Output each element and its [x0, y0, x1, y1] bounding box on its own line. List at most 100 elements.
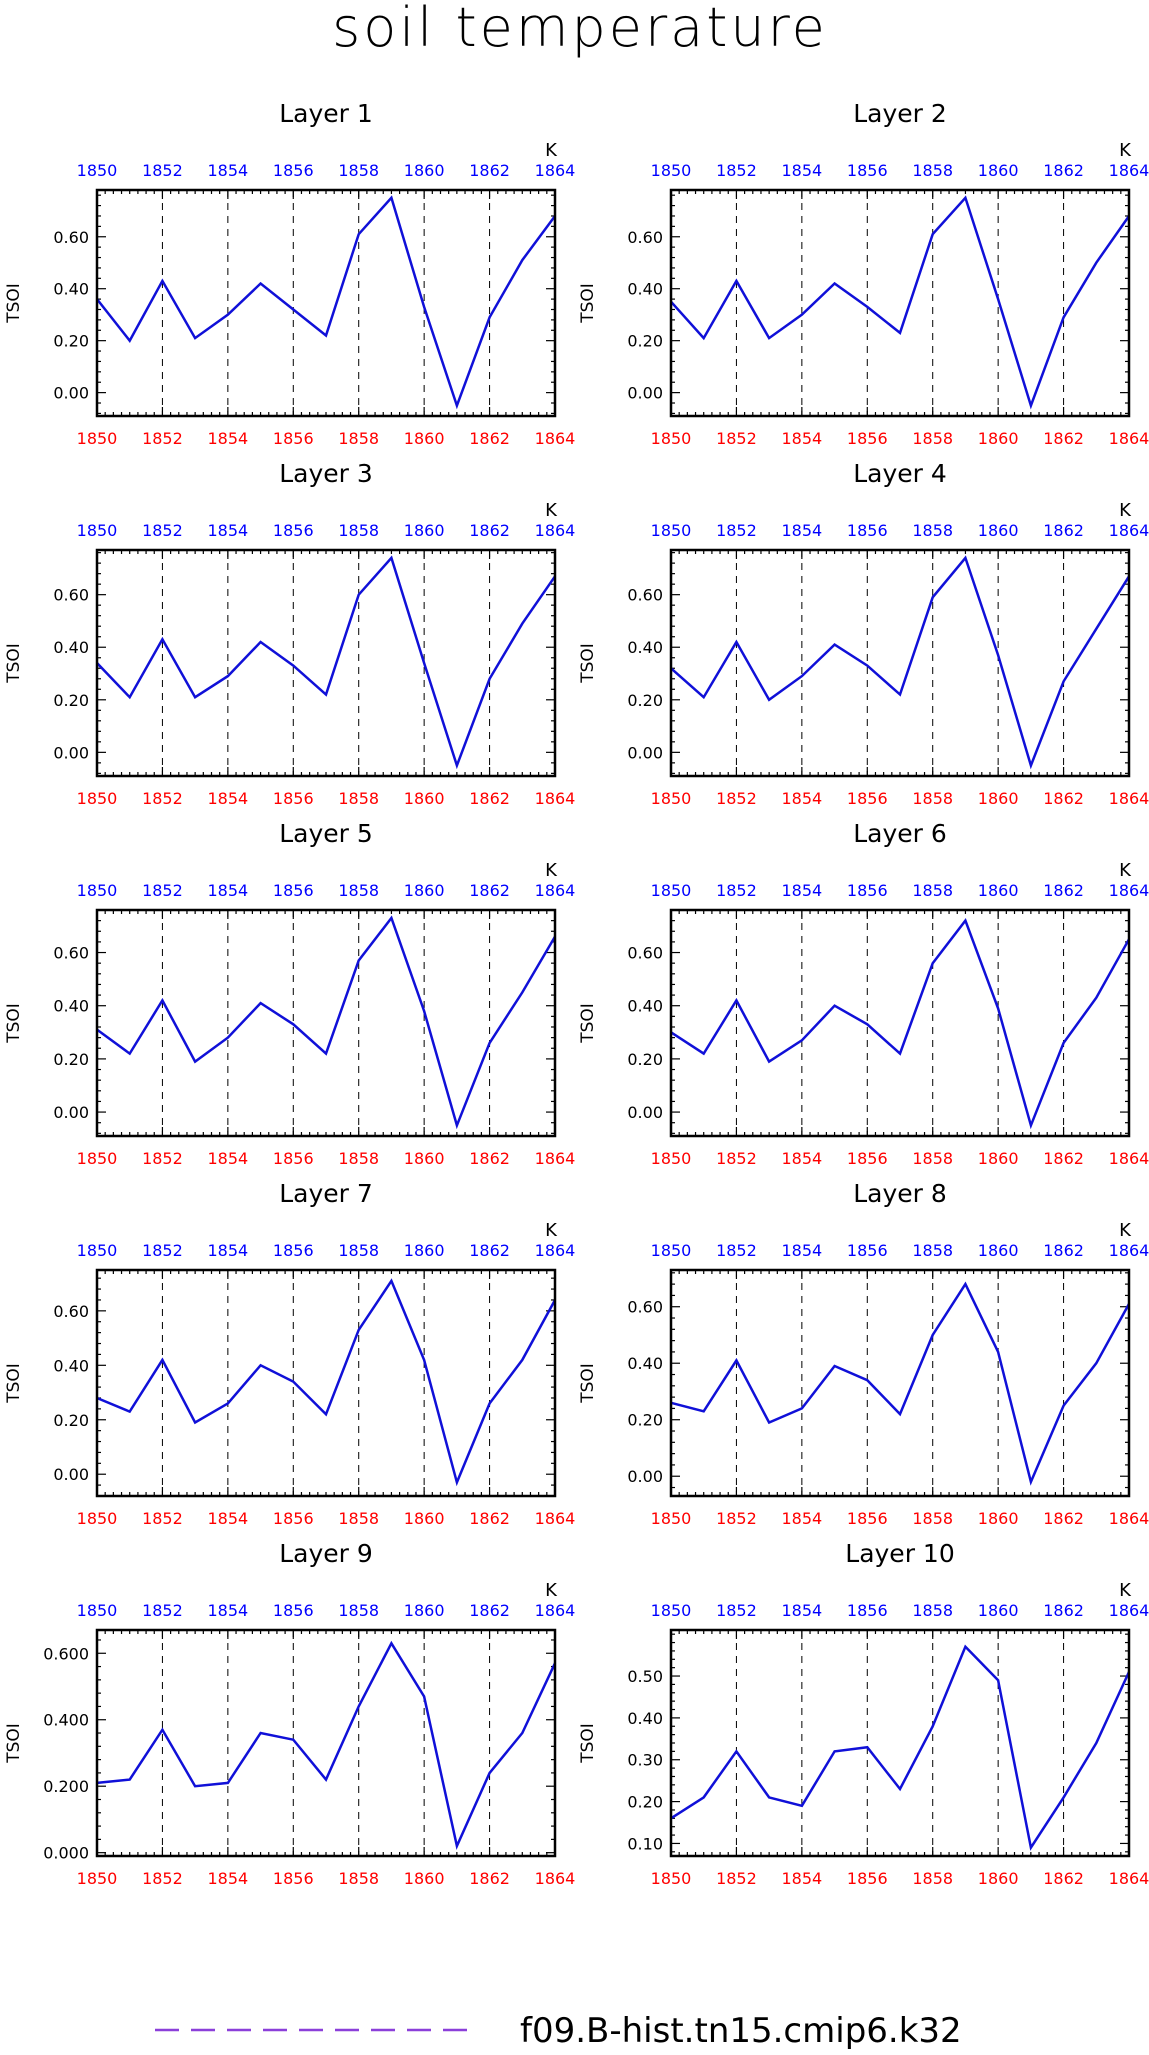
units-label: K	[1119, 1220, 1132, 1241]
units-label: K	[1119, 1580, 1132, 1601]
x-tick-label-bottom: 1852	[142, 1509, 183, 1528]
x-tick-label-top: 1856	[847, 881, 888, 900]
x-tick-label-top: 1850	[77, 1601, 118, 1620]
x-tick-label-top: 1854	[781, 521, 822, 540]
chart-panel: Layer 6 K TSOI 1850 1850 1852 1852 1854 1854 1856…	[578, 819, 1149, 1168]
x-tick-label-top: 1854	[207, 521, 248, 540]
panel-title: Layer 6	[853, 819, 947, 848]
x-tick-label-top: 1852	[142, 881, 183, 900]
x-tick-label-top: 1858	[912, 1241, 953, 1260]
panel-title: Layer 8	[853, 1179, 947, 1208]
x-tick-label-bottom: 1864	[535, 789, 576, 808]
plot-frame	[95, 548, 557, 778]
y-tick-label: 0.60	[53, 586, 89, 605]
x-tick-label-bottom: 1854	[781, 1149, 822, 1168]
y-tick-label: 0.40	[627, 1709, 663, 1728]
units-label: K	[1119, 860, 1132, 881]
x-tick-label-bottom: 1862	[1043, 1149, 1084, 1168]
panel-title: Layer 9	[279, 1539, 373, 1568]
x-tick-label-bottom: 1860	[404, 789, 445, 808]
x-tick-label-bottom: 1850	[651, 429, 692, 448]
x-tick-label-bottom: 1854	[207, 1509, 248, 1528]
x-tick-label-bottom: 1860	[978, 1149, 1019, 1168]
series-line	[670, 195, 1131, 410]
x-tick-label-top: 1862	[1043, 521, 1084, 540]
y-tick-label: 0.00	[627, 1103, 663, 1122]
x-tick-label-top: 1854	[781, 161, 822, 180]
x-tick-label-bottom: 1854	[781, 1509, 822, 1528]
x-tick-label-top: 1862	[469, 161, 510, 180]
x-tick-label-top: 1856	[847, 1601, 888, 1620]
figure-title: soil temperature	[332, 0, 828, 59]
x-tick-label-top: 1858	[338, 521, 379, 540]
x-tick-label-bottom: 1864	[535, 1509, 576, 1528]
x-tick-label-bottom: 1850	[77, 789, 118, 808]
x-tick-label-bottom: 1852	[716, 1149, 757, 1168]
series-line	[670, 1644, 1131, 1851]
x-tick-label-bottom: 1850	[77, 1509, 118, 1528]
legend: f09.B-hist.tn15.cmip6.k32	[155, 2011, 962, 2051]
x-tick-label-bottom: 1852	[142, 789, 183, 808]
x-tick-label-top: 1850	[651, 1601, 692, 1620]
x-tick-label-bottom: 1862	[469, 429, 510, 448]
x-tick-label-top: 1852	[142, 1241, 183, 1260]
y-tick-label: 0.200	[43, 1777, 89, 1796]
x-tick-label-bottom: 1862	[1043, 789, 1084, 808]
x-tick-label-bottom: 1860	[404, 1869, 445, 1888]
y-tick-label: 0.00	[627, 1467, 663, 1486]
legend-label: f09.B-hist.tn15.cmip6.k32	[520, 2011, 962, 2050]
x-tick-label-bottom: 1856	[847, 789, 888, 808]
y-axis-label: TSOI	[4, 283, 24, 324]
x-tick-label-bottom: 1864	[1109, 1509, 1149, 1528]
x-tick-label-top: 1862	[469, 521, 510, 540]
y-tick-label: 0.40	[627, 638, 663, 657]
x-tick-label-top: 1856	[847, 521, 888, 540]
x-tick-label-top: 1850	[651, 521, 692, 540]
chart-panel: Layer 8 K TSOI 1850 1850 1852 1852 1854 1854 1856…	[578, 1179, 1149, 1528]
x-tick-label-top: 1860	[404, 1601, 445, 1620]
x-tick-label-bottom: 1852	[142, 429, 183, 448]
units-label: K	[545, 500, 558, 521]
x-tick-label-bottom: 1858	[338, 1869, 379, 1888]
chart-panel: Layer 5 K TSOI 1850 1850 1852 1852 1854 1854 1856…	[4, 819, 575, 1168]
x-tick-label-top: 1852	[142, 161, 183, 180]
y-tick-label: 0.60	[53, 228, 89, 247]
y-axis-label: TSOI	[4, 643, 24, 684]
panel-title: Layer 10	[845, 1539, 954, 1568]
x-tick-label-bottom: 1856	[273, 1869, 314, 1888]
x-tick-label-bottom: 1854	[207, 789, 248, 808]
x-tick-label-bottom: 1858	[338, 1149, 379, 1168]
y-tick-label: 0.60	[627, 1298, 663, 1317]
x-tick-label-bottom: 1854	[207, 1869, 248, 1888]
x-tick-label-bottom: 1858	[338, 789, 379, 808]
x-tick-label-top: 1850	[77, 521, 118, 540]
x-tick-label-top: 1864	[1109, 521, 1149, 540]
x-tick-label-top: 1854	[207, 1601, 248, 1620]
y-tick-label: 0.20	[53, 691, 89, 710]
x-tick-label-top: 1862	[1043, 1241, 1084, 1260]
y-tick-label: 0.400	[43, 1711, 89, 1730]
x-tick-label-bottom: 1856	[273, 429, 314, 448]
x-tick-label-bottom: 1856	[273, 1149, 314, 1168]
x-tick-label-bottom: 1860	[404, 1149, 445, 1168]
x-tick-label-bottom: 1850	[651, 1509, 692, 1528]
y-tick-label: 0.20	[53, 1050, 89, 1069]
x-tick-label-top: 1864	[535, 1601, 576, 1620]
y-tick-label: 0.20	[627, 691, 663, 710]
x-tick-label-bottom: 1852	[716, 1869, 757, 1888]
x-tick-label-top: 1854	[781, 881, 822, 900]
x-tick-label-top: 1860	[404, 1241, 445, 1260]
x-tick-label-bottom: 1850	[651, 1869, 692, 1888]
y-tick-label: 0.40	[627, 997, 663, 1016]
units-label: K	[545, 1220, 558, 1241]
plot-frame	[669, 1268, 1131, 1498]
x-tick-label-top: 1862	[1043, 161, 1084, 180]
y-tick-label: 0.00	[53, 1103, 89, 1122]
y-tick-label: 0.40	[627, 1354, 663, 1373]
x-tick-label-top: 1860	[978, 881, 1019, 900]
x-tick-label-bottom: 1860	[404, 1509, 445, 1528]
x-tick-label-top: 1864	[535, 161, 576, 180]
plot-frame	[95, 1628, 557, 1858]
